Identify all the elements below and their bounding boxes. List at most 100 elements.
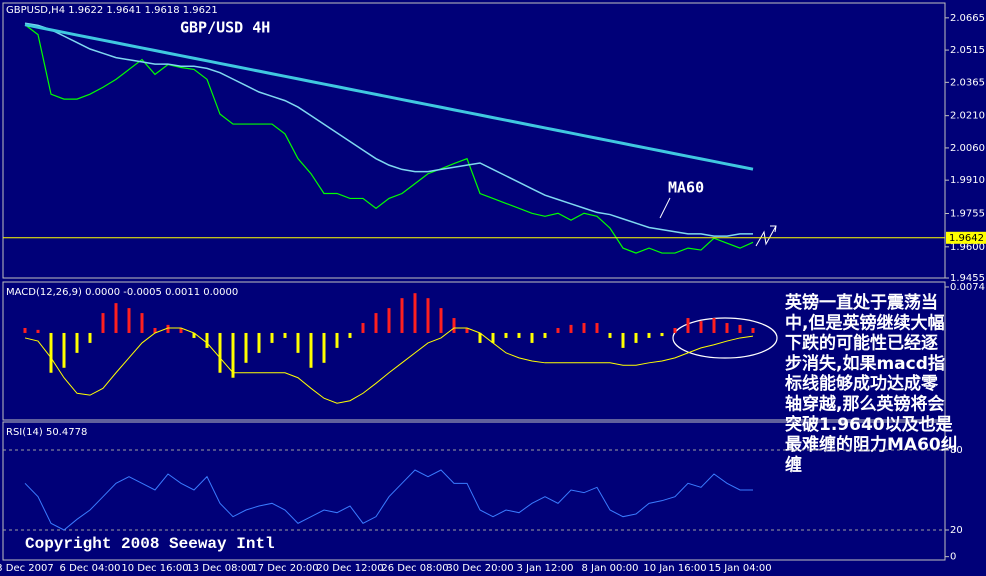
histogram-bar [608, 332, 612, 338]
histogram-bar [504, 332, 508, 338]
histogram-bar [426, 298, 430, 333]
histogram-bar [283, 332, 287, 338]
x-tick-label: 10 Jan 16:00 [643, 563, 706, 574]
histogram-bar [452, 318, 456, 333]
series-line [24, 24, 754, 254]
price-panel [2, 2, 946, 279]
macd-panel [2, 281, 946, 421]
y-tick-label: 80 [950, 445, 963, 456]
histogram-bar [465, 328, 469, 333]
x-tick-label: 10 Dec 16:00 [121, 563, 188, 574]
histogram-bar [634, 332, 638, 343]
macd-header: MACD(12,26,9) 0.0000 -0.0005 0.0011 0.00… [6, 287, 238, 298]
x-tick-label: 8 Jan 00:00 [582, 563, 639, 574]
histogram-bar [153, 328, 157, 333]
histogram-bar [543, 332, 547, 338]
histogram-bar [647, 332, 651, 338]
histogram-bar [374, 313, 378, 333]
x-tick-label: 17 Dec 20:00 [251, 563, 318, 574]
note-line: 中,但是英镑继续大幅 [785, 312, 944, 333]
histogram-bar [361, 323, 365, 333]
copyright: Copyright 2008 Seeway Intl [25, 535, 275, 553]
y-tick-label: 2.0210 [950, 111, 985, 122]
histogram-bar [218, 332, 222, 373]
histogram-bar [686, 318, 690, 333]
note-line: 步消失,如果macd指 [785, 353, 945, 374]
note-line: 突破1.9640以及也是 [785, 414, 953, 435]
series-line [24, 22, 753, 237]
histogram-bar [530, 332, 534, 343]
note-line: 缠 [785, 454, 802, 475]
histogram-bar [309, 332, 313, 368]
y-tick-label: 1.9755 [950, 208, 985, 219]
histogram-bar [75, 332, 79, 353]
histogram-bar [556, 328, 560, 333]
histogram-bar [439, 308, 443, 333]
note-line: 标线能够成功达成零 [785, 373, 939, 394]
histogram-bar [699, 321, 703, 333]
note-line: 英镑一直处于震荡当 [785, 292, 938, 313]
histogram-bar [322, 332, 326, 363]
histogram-bar [296, 332, 300, 353]
histogram-bar [660, 332, 664, 337]
ma60-label: MA60 [668, 179, 704, 197]
y-tick-label: 2.0515 [950, 45, 985, 56]
histogram-bar [400, 298, 404, 333]
y-tick-label: 2.0365 [950, 77, 985, 88]
x-tick-label: 15 Jan 04:00 [708, 563, 771, 574]
y-tick-label: 0.0074 [950, 282, 985, 293]
histogram-bar [127, 308, 131, 333]
y-tick-label: 0 [950, 552, 956, 563]
histogram-bar [582, 323, 586, 333]
y-tick-label: 2.0060 [950, 143, 985, 154]
histogram-bar [231, 332, 235, 378]
price-tag-label: 1.9642 [949, 233, 984, 244]
histogram-bar [491, 332, 495, 343]
histogram-bar [88, 332, 92, 343]
x-tick-label: 6 Dec 04:00 [60, 563, 121, 574]
note-line: 下跌的可能性已经逐 [785, 333, 938, 354]
x-tick-label: 30 Dec 20:00 [446, 563, 513, 574]
histogram-bar [712, 318, 716, 333]
y-tick-label: 1.9455 [950, 273, 985, 284]
histogram-bar [257, 332, 261, 353]
price-header: GBPUSD,H4 1.9622 1.9641 1.9618 1.9621 [6, 5, 218, 16]
y-tick-label: 1.9600 [950, 242, 985, 253]
histogram-bar [166, 324, 170, 333]
histogram-bar [179, 328, 183, 333]
histogram-bar [205, 332, 209, 348]
histogram-bar [335, 332, 339, 348]
x-tick-label: 3 Dec 2007 [0, 563, 54, 574]
x-tick-label: 26 Dec 08:00 [381, 563, 448, 574]
histogram-bar [114, 303, 118, 333]
histogram-bar [751, 328, 755, 333]
histogram-bar [725, 323, 729, 333]
arrow [755, 225, 777, 247]
series-line [24, 469, 753, 531]
x-tick-label: 20 Dec 12:00 [316, 563, 383, 574]
series-line [24, 327, 754, 404]
histogram-bar [517, 332, 521, 338]
histogram-bar [387, 308, 391, 333]
histogram-bar [192, 332, 196, 338]
y-tick-label: 1.9910 [950, 175, 985, 186]
ma60-pointer [659, 197, 671, 219]
histogram-bar [478, 332, 482, 343]
histogram-bar [673, 328, 677, 333]
y-tick-label: 2.0665 [950, 13, 985, 24]
histogram-bar [140, 313, 144, 333]
series-line [24, 23, 754, 171]
histogram-bar [621, 332, 625, 348]
histogram-bar [23, 328, 27, 333]
histogram-bar [244, 332, 248, 363]
note-line: 最难缠的阻力MA60纠 [785, 434, 958, 455]
note-block: 英镑一直处于震荡当中,但是英镑继续大幅下跌的可能性已经逐步消失,如果macd指标… [785, 292, 958, 475]
histogram-bar [569, 324, 573, 333]
rsi-header: RSI(14) 50.4778 [6, 427, 87, 438]
rsi-panel [2, 421, 946, 561]
histogram-bar [270, 332, 274, 343]
histogram-bar [36, 329, 40, 333]
histogram-bar [62, 332, 66, 368]
histogram-bar [348, 332, 352, 338]
